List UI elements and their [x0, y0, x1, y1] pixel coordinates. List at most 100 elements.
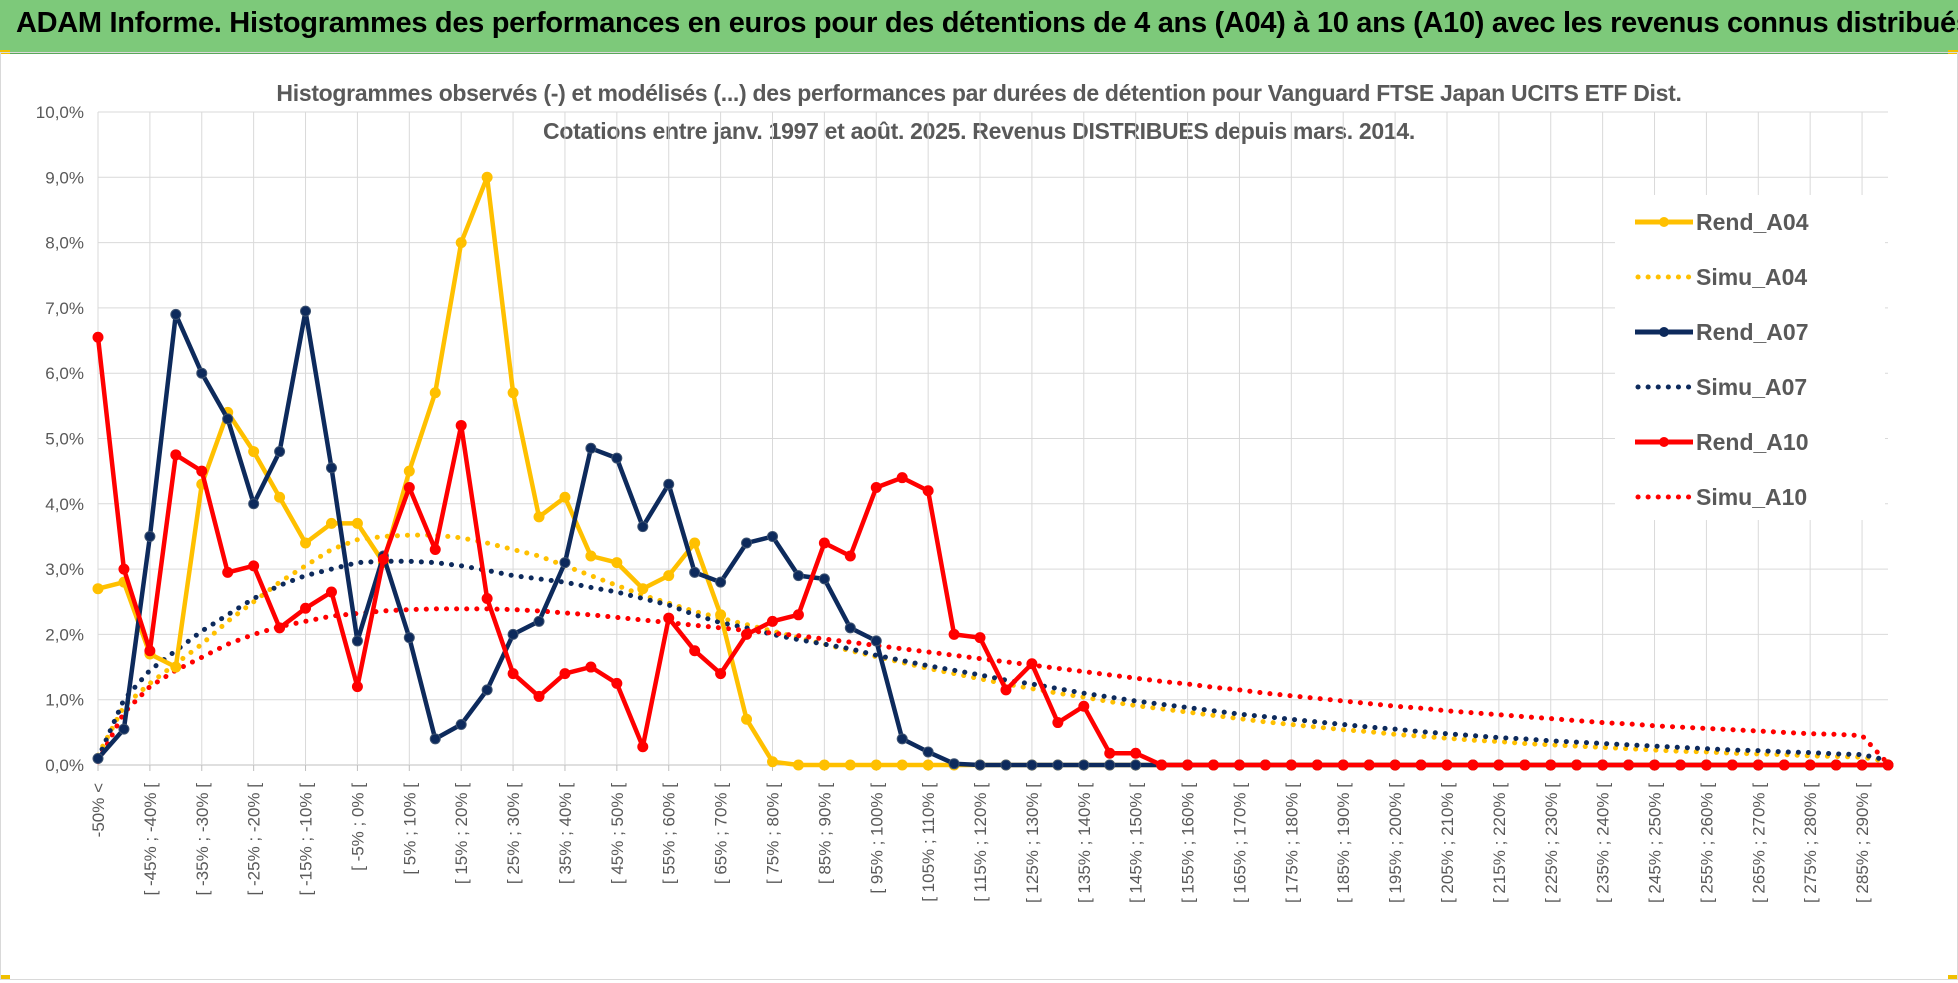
- data-point-rend-a10: [377, 553, 389, 565]
- x-tick-label: [ 175% ; 180% [: [1282, 783, 1301, 903]
- data-point-rend-a10: [1493, 759, 1505, 771]
- data-point-rend-a04: [741, 713, 753, 725]
- data-point-rend-a10: [689, 645, 701, 657]
- data-point-rend-a07: [507, 628, 519, 640]
- data-point-rend-a10: [455, 419, 467, 431]
- data-point-rend-a10: [1182, 759, 1194, 771]
- data-point-rend-a10: [196, 465, 208, 477]
- x-tick-label: [ 145% ; 150% [: [1127, 783, 1146, 903]
- data-point-rend-a07: [741, 537, 753, 549]
- x-tick-label: [ 245% ; 250% [: [1646, 783, 1665, 903]
- x-tick-label: [ 215% ; 220% [: [1490, 783, 1509, 903]
- data-point-rend-a04: [585, 550, 597, 562]
- y-tick-label: 6,0%: [45, 364, 84, 383]
- data-point-rend-a10: [481, 592, 493, 604]
- x-tick-label: [ 255% ; 260% [: [1697, 783, 1716, 903]
- data-point-rend-a07: [1104, 759, 1116, 771]
- x-tick-label: [ -5% ; 0% [: [348, 783, 367, 871]
- x-tick-label: [ 275% ; 280% [: [1801, 783, 1820, 903]
- data-point-rend-a10: [1726, 759, 1738, 771]
- data-point-rend-a04: [481, 171, 493, 183]
- data-point-rend-a10: [896, 472, 908, 484]
- x-tick-label: [ 105% ; 110% [: [919, 783, 938, 902]
- data-point-rend-a10: [818, 537, 830, 549]
- data-point-rend-a04: [274, 491, 286, 503]
- data-point-rend-a04: [507, 387, 519, 399]
- data-point-rend-a10: [1752, 759, 1764, 771]
- header-title: ADAM Informe. Histogrammes des performan…: [16, 7, 1958, 39]
- data-point-rend-a10: [1649, 759, 1661, 771]
- data-point-rend-a04: [92, 583, 104, 595]
- y-tick-label: 4,0%: [45, 495, 84, 514]
- x-tick-label: [ 265% ; 270% [: [1749, 783, 1768, 903]
- chart-subtitle: Cotations entre janv. 1997 et août. 2025…: [543, 118, 1415, 144]
- x-tick-label: [ -45% ; -40% [: [141, 783, 160, 896]
- data-point-rend-a07: [92, 752, 104, 764]
- y-tick-label: 5,0%: [45, 430, 84, 449]
- legend-label: Rend_A10: [1696, 429, 1808, 455]
- data-point-rend-a10: [844, 550, 856, 562]
- legend-label: Simu_A04: [1696, 264, 1807, 290]
- data-point-rend-a07: [274, 446, 286, 458]
- data-point-rend-a07: [818, 573, 830, 585]
- data-point-rend-a10: [1026, 658, 1038, 670]
- data-point-rend-a10: [1233, 759, 1245, 771]
- data-point-rend-a10: [1000, 684, 1012, 696]
- x-tick-label: [ 5% ; 10% [: [400, 783, 419, 875]
- data-point-rend-a10: [1415, 759, 1427, 771]
- data-point-rend-a04: [792, 759, 804, 771]
- data-point-rend-a10: [1156, 759, 1168, 771]
- y-tick-label: 8,0%: [45, 234, 84, 253]
- data-point-rend-a10: [715, 668, 727, 680]
- x-tick-label: [ 205% ; 210% [: [1438, 783, 1457, 903]
- data-point-rend-a07: [792, 570, 804, 582]
- x-tick-label: [ 235% ; 240% [: [1594, 783, 1613, 903]
- data-point-rend-a10: [1389, 759, 1401, 771]
- data-point-rend-a10: [922, 485, 934, 497]
- data-point-rend-a07: [896, 733, 908, 745]
- x-tick-label: [ 95% ; 100% [: [867, 783, 886, 894]
- x-tick-label: [ 25% ; 30% [: [504, 783, 523, 884]
- y-tick-label: 2,0%: [45, 625, 84, 644]
- y-tick-label: 7,0%: [45, 299, 84, 318]
- series-line-simu-a07: [95, 558, 1891, 763]
- data-point-rend-a10: [611, 677, 623, 689]
- data-point-rend-a10: [222, 566, 234, 578]
- y-tick-label: 10,0%: [36, 103, 84, 122]
- data-point-rend-a10: [1778, 759, 1790, 771]
- data-point-rend-a07: [1026, 759, 1038, 771]
- data-point-rend-a10: [1545, 759, 1557, 771]
- data-point-rend-a10: [429, 544, 441, 556]
- data-point-rend-a07: [766, 530, 778, 542]
- data-point-rend-a04: [689, 537, 701, 549]
- x-tick-label: [ 115% ; 120% [: [971, 783, 990, 902]
- y-tick-label: 0,0%: [45, 756, 84, 775]
- data-point-rend-a10: [1441, 759, 1453, 771]
- legend-swatch-marker: [1659, 327, 1669, 337]
- x-tick-label: [ 285% ; 290% [: [1853, 783, 1872, 903]
- data-point-rend-a07: [559, 557, 571, 569]
- data-point-rend-a10: [948, 628, 960, 640]
- x-tick-label: [ 185% ; 190% [: [1334, 783, 1353, 903]
- x-tick-label: -50% <: [89, 783, 108, 837]
- x-tick-label: [ 135% ; 140% [: [1075, 783, 1094, 903]
- x-tick-label: [ -25% ; -20% [: [245, 783, 264, 896]
- data-point-rend-a04: [559, 491, 571, 503]
- data-point-rend-a04: [766, 756, 778, 768]
- data-point-rend-a07: [1078, 759, 1090, 771]
- legend-label: Simu_A10: [1696, 484, 1807, 510]
- data-point-rend-a10: [1882, 759, 1894, 771]
- data-point-rend-a07: [533, 615, 545, 627]
- data-point-rend-a07: [455, 719, 467, 731]
- series-line-rend-a10: [95, 337, 1888, 768]
- data-point-rend-a04: [403, 465, 415, 477]
- x-tick-label: [ -15% ; -10% [: [297, 783, 316, 896]
- data-point-rend-a10: [1363, 759, 1375, 771]
- data-point-rend-a07: [1052, 759, 1064, 771]
- data-point-rend-a07: [974, 759, 986, 771]
- data-point-rend-a10: [974, 632, 986, 644]
- legend-swatch-marker: [1659, 217, 1669, 227]
- data-point-rend-a10: [637, 741, 649, 753]
- data-point-rend-a10: [118, 563, 130, 575]
